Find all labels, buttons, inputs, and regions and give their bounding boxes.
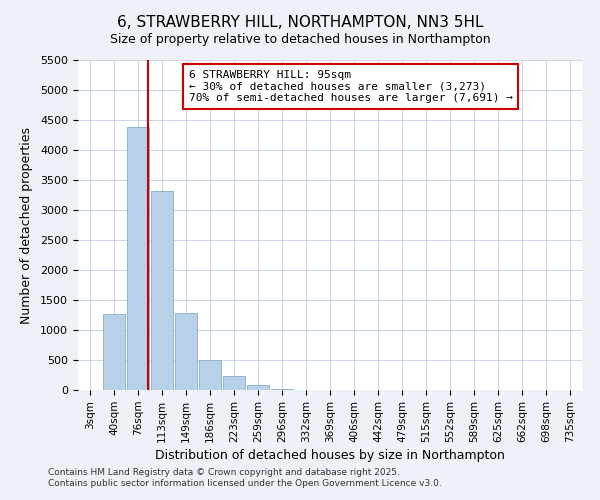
X-axis label: Distribution of detached houses by size in Northampton: Distribution of detached houses by size …: [155, 449, 505, 462]
Text: Size of property relative to detached houses in Northampton: Size of property relative to detached ho…: [110, 32, 490, 46]
Y-axis label: Number of detached properties: Number of detached properties: [20, 126, 33, 324]
Bar: [103, 314, 125, 390]
Text: Contains HM Land Registry data © Crown copyright and database right 2025.
Contai: Contains HM Land Registry data © Crown c…: [48, 468, 442, 487]
Bar: [247, 385, 269, 390]
Bar: [151, 191, 173, 390]
Bar: [271, 389, 293, 390]
Bar: [127, 127, 149, 390]
Text: 6 STRAWBERRY HILL: 95sqm
← 30% of detached houses are smaller (3,273)
70% of sem: 6 STRAWBERRY HILL: 95sqm ← 30% of detach…: [189, 70, 513, 103]
Bar: [199, 360, 221, 390]
Bar: [223, 376, 245, 390]
Text: 6, STRAWBERRY HILL, NORTHAMPTON, NN3 5HL: 6, STRAWBERRY HILL, NORTHAMPTON, NN3 5HL: [117, 15, 483, 30]
Bar: [175, 312, 197, 390]
